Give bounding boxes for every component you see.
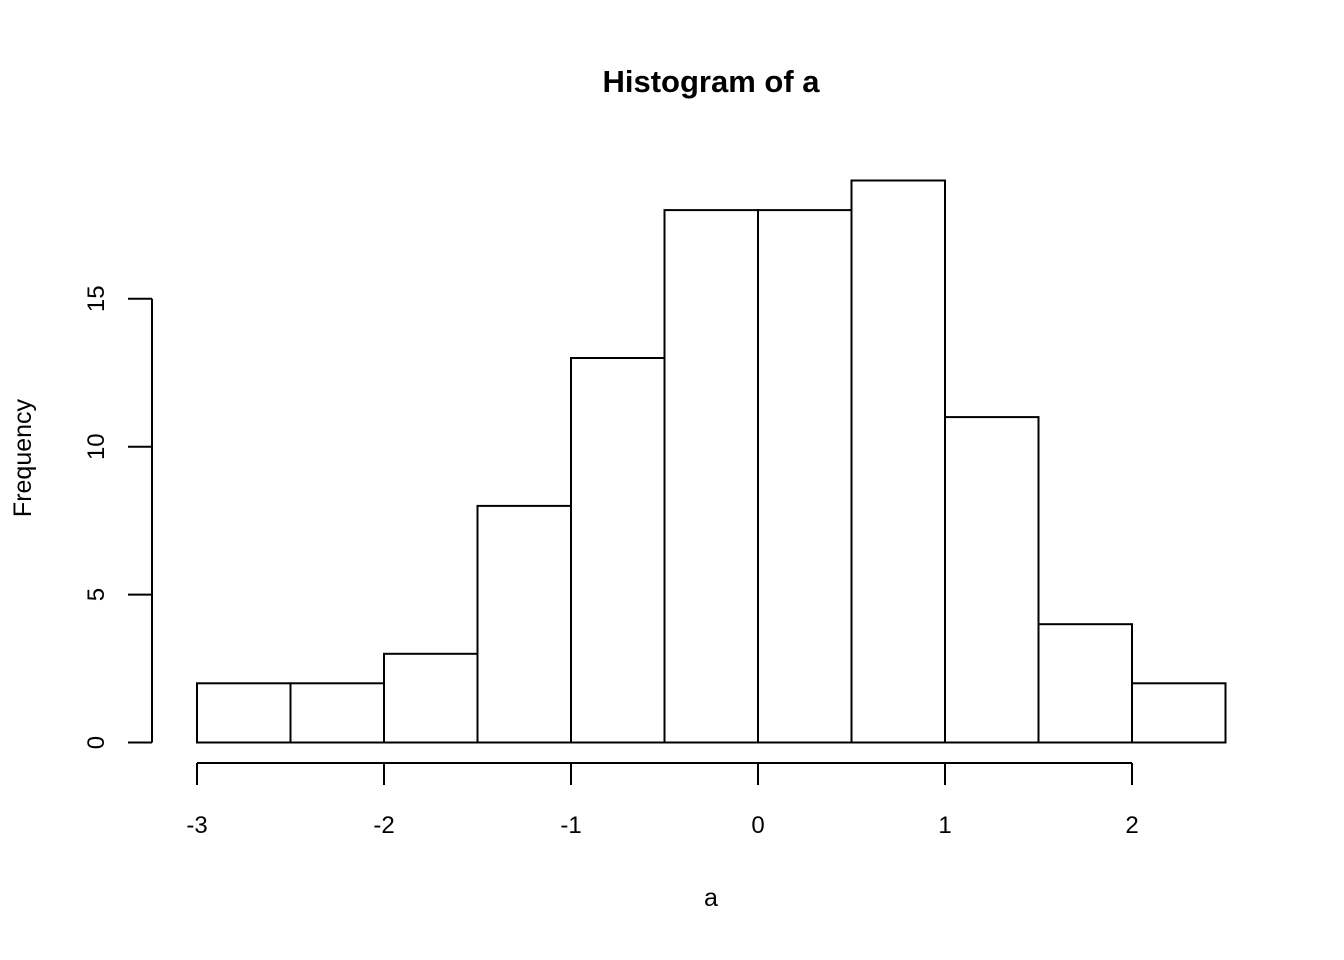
x-axis-label: a (704, 884, 718, 912)
histogram-bar (289, 682, 385, 744)
histogram-bar (196, 682, 292, 744)
x-tick-label: -3 (186, 812, 207, 839)
y-axis: 0 5 10 15 (83, 285, 153, 749)
histogram-bar (1037, 623, 1133, 744)
histogram-bars (196, 179, 1227, 744)
x-tick-label: -1 (560, 812, 581, 839)
histogram-bar (757, 209, 853, 744)
histogram-bar (383, 652, 479, 744)
histogram-bar (663, 209, 759, 744)
histogram-bar (570, 357, 666, 744)
x-tick-label: -2 (373, 812, 394, 839)
x-tick-label: 2 (1125, 812, 1138, 839)
y-axis-label: Frequency (9, 398, 37, 517)
y-tick-label: 10 (83, 433, 110, 460)
histogram-bar (944, 416, 1040, 744)
y-tick-label: 15 (83, 285, 110, 312)
histogram-bar (850, 179, 946, 744)
y-tick-label: 0 (83, 736, 110, 749)
histogram-bar (1131, 682, 1227, 744)
x-tick-label: 0 (751, 812, 764, 839)
histogram-bar (476, 504, 572, 744)
chart-title: Histogram of a (602, 64, 820, 99)
x-tick-label: 1 (938, 812, 951, 839)
x-axis: -3 -2 -1 0 1 2 (186, 762, 1139, 839)
y-tick-label: 5 (83, 588, 110, 601)
